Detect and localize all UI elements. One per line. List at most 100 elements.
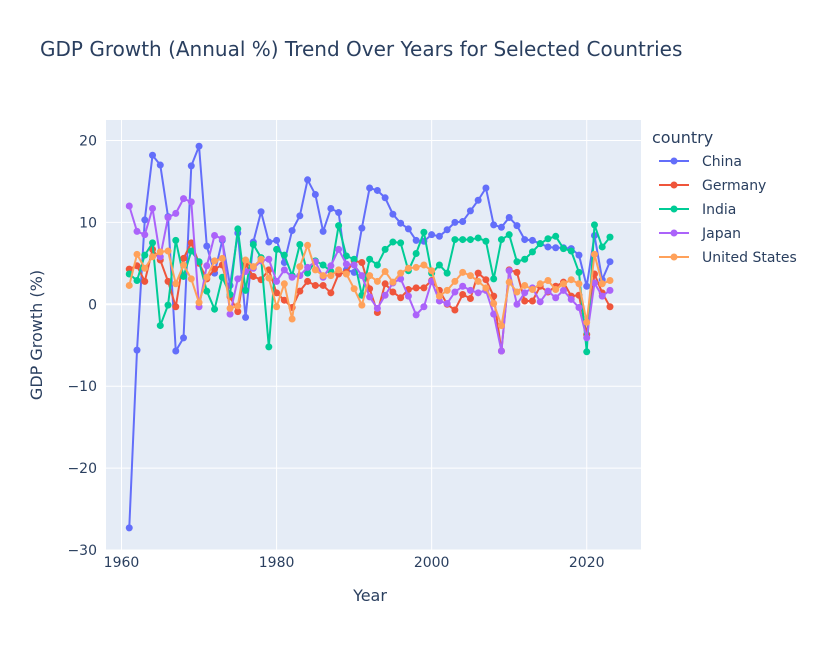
legend-item-india[interactable]: India xyxy=(659,202,736,218)
data-point-india[interactable] xyxy=(366,255,374,263)
data-point-united-states[interactable] xyxy=(490,299,498,307)
data-point-china[interactable] xyxy=(575,251,583,259)
data-point-united-states[interactable] xyxy=(583,318,591,326)
data-point-india[interactable] xyxy=(164,301,172,309)
data-point-japan[interactable] xyxy=(552,294,560,302)
data-point-japan[interactable] xyxy=(234,275,242,283)
data-point-united-states[interactable] xyxy=(590,250,598,258)
data-point-japan[interactable] xyxy=(180,195,188,203)
data-point-china[interactable] xyxy=(606,258,614,266)
data-point-china[interactable] xyxy=(180,334,188,342)
data-point-japan[interactable] xyxy=(466,286,474,294)
data-point-germany[interactable] xyxy=(234,308,242,316)
data-point-china[interactable] xyxy=(203,242,211,250)
data-point-japan[interactable] xyxy=(327,262,335,270)
data-point-united-states[interactable] xyxy=(358,301,366,309)
data-point-japan[interactable] xyxy=(304,263,312,271)
data-point-united-states[interactable] xyxy=(125,281,133,289)
data-point-china[interactable] xyxy=(428,231,436,239)
data-point-japan[interactable] xyxy=(404,292,412,300)
data-point-china[interactable] xyxy=(187,162,195,170)
data-point-japan[interactable] xyxy=(335,245,343,253)
legend-item-germany[interactable]: Germany xyxy=(659,178,766,194)
data-point-united-states[interactable] xyxy=(412,263,420,271)
data-point-china[interactable] xyxy=(273,236,281,244)
data-point-india[interactable] xyxy=(335,222,343,230)
data-point-india[interactable] xyxy=(195,258,203,266)
data-point-china[interactable] xyxy=(443,226,451,234)
data-point-japan[interactable] xyxy=(211,231,219,239)
data-point-india[interactable] xyxy=(389,238,397,246)
data-point-united-states[interactable] xyxy=(505,278,513,286)
data-point-india[interactable] xyxy=(497,236,505,244)
data-point-germany[interactable] xyxy=(474,269,482,277)
data-point-united-states[interactable] xyxy=(606,277,614,285)
data-point-japan[interactable] xyxy=(133,227,141,235)
data-point-china[interactable] xyxy=(125,524,133,532)
data-point-germany[interactable] xyxy=(466,295,474,303)
data-point-china[interactable] xyxy=(358,224,366,232)
data-point-china[interactable] xyxy=(257,208,265,216)
data-point-china[interactable] xyxy=(133,346,141,354)
data-point-united-states[interactable] xyxy=(249,263,257,271)
data-point-japan[interactable] xyxy=(203,262,211,270)
data-point-china[interactable] xyxy=(404,225,412,233)
data-point-china[interactable] xyxy=(497,223,505,231)
data-point-china[interactable] xyxy=(435,232,443,240)
data-point-germany[interactable] xyxy=(211,265,219,273)
data-point-japan[interactable] xyxy=(412,311,420,319)
legend-item-japan[interactable]: Japan xyxy=(659,226,741,242)
data-point-india[interactable] xyxy=(180,272,188,280)
data-point-united-states[interactable] xyxy=(211,257,219,265)
data-point-united-states[interactable] xyxy=(575,280,583,288)
data-point-germany[interactable] xyxy=(273,289,281,297)
data-point-united-states[interactable] xyxy=(513,288,521,296)
data-point-india[interactable] xyxy=(466,236,474,244)
data-point-germany[interactable] xyxy=(304,277,312,285)
data-point-india[interactable] xyxy=(606,233,614,241)
data-point-japan[interactable] xyxy=(490,310,498,318)
data-point-japan[interactable] xyxy=(513,300,521,308)
data-point-united-states[interactable] xyxy=(435,292,443,300)
data-point-japan[interactable] xyxy=(459,282,467,290)
data-point-india[interactable] xyxy=(435,261,443,269)
data-point-japan[interactable] xyxy=(435,297,443,305)
data-point-united-states[interactable] xyxy=(226,304,234,312)
data-point-united-states[interactable] xyxy=(404,264,412,272)
data-point-china[interactable] xyxy=(156,161,164,169)
data-point-japan[interactable] xyxy=(590,279,598,287)
data-point-united-states[interactable] xyxy=(528,286,536,294)
data-point-united-states[interactable] xyxy=(389,278,397,286)
data-point-united-states[interactable] xyxy=(335,266,343,274)
data-point-united-states[interactable] xyxy=(180,261,188,269)
data-point-united-states[interactable] xyxy=(342,270,350,278)
data-point-china[interactable] xyxy=(335,209,343,217)
data-point-japan[interactable] xyxy=(187,198,195,206)
data-point-united-states[interactable] xyxy=(296,263,304,271)
data-point-japan[interactable] xyxy=(451,288,459,296)
data-point-china[interactable] xyxy=(482,184,490,192)
data-point-japan[interactable] xyxy=(218,235,226,243)
data-point-china[interactable] xyxy=(373,186,381,194)
data-point-united-states[interactable] xyxy=(466,272,474,280)
data-point-germany[interactable] xyxy=(296,287,304,295)
data-point-germany[interactable] xyxy=(319,281,327,289)
data-point-japan[interactable] xyxy=(606,286,614,294)
data-point-japan[interactable] xyxy=(397,275,405,283)
data-point-china[interactable] xyxy=(149,151,157,159)
data-point-united-states[interactable] xyxy=(172,280,180,288)
data-point-china[interactable] xyxy=(141,216,149,224)
data-point-japan[interactable] xyxy=(265,255,273,263)
data-point-china[interactable] xyxy=(327,204,335,212)
data-point-germany[interactable] xyxy=(381,280,389,288)
data-point-japan[interactable] xyxy=(497,347,505,355)
data-point-india[interactable] xyxy=(203,287,211,295)
data-point-japan[interactable] xyxy=(280,266,288,274)
data-point-india[interactable] xyxy=(373,261,381,269)
data-point-india[interactable] xyxy=(583,348,591,356)
data-point-germany[interactable] xyxy=(397,294,405,302)
data-point-united-states[interactable] xyxy=(474,277,482,285)
data-point-india[interactable] xyxy=(296,241,304,248)
data-point-united-states[interactable] xyxy=(598,280,606,288)
data-point-japan[interactable] xyxy=(598,292,606,300)
